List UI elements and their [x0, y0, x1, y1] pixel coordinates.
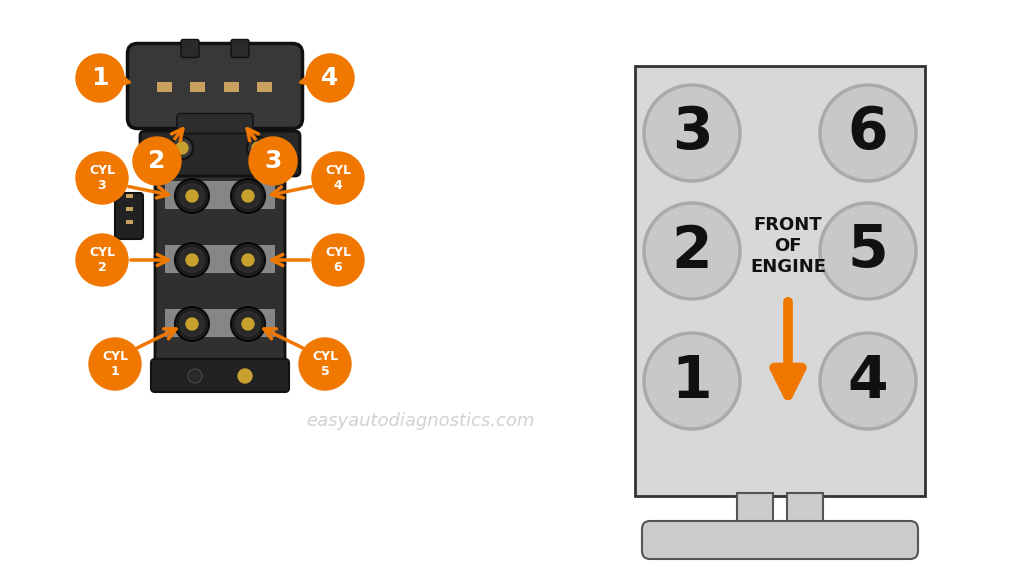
Text: FRONT
OF
ENGINE: FRONT OF ENGINE [750, 215, 826, 276]
Circle shape [242, 318, 254, 330]
Text: easyautodiagnostics.com: easyautodiagnostics.com [306, 412, 535, 430]
Text: CYL
6: CYL 6 [325, 247, 351, 274]
Circle shape [176, 142, 188, 154]
Bar [252, 138, 280, 156]
Circle shape [133, 137, 181, 185]
FancyBboxPatch shape [231, 40, 249, 58]
Circle shape [306, 54, 354, 102]
FancyBboxPatch shape [155, 161, 285, 371]
Bar [157, 82, 172, 92]
FancyBboxPatch shape [642, 521, 918, 559]
Circle shape [299, 338, 351, 390]
Circle shape [175, 179, 209, 213]
Circle shape [186, 190, 198, 202]
FancyBboxPatch shape [140, 131, 300, 176]
Text: 5: 5 [848, 222, 889, 279]
Circle shape [186, 318, 198, 330]
Circle shape [186, 254, 198, 266]
FancyBboxPatch shape [151, 359, 289, 392]
Circle shape [238, 369, 252, 383]
Bar [190, 82, 205, 92]
Circle shape [644, 333, 740, 429]
Circle shape [236, 312, 260, 336]
Text: CYL
5: CYL 5 [312, 350, 338, 378]
Text: CYL
1: CYL 1 [102, 350, 128, 378]
FancyBboxPatch shape [177, 113, 253, 134]
Text: 6: 6 [848, 104, 888, 161]
FancyBboxPatch shape [181, 40, 199, 58]
Text: CYL
4: CYL 4 [325, 164, 351, 192]
Bar [165, 245, 275, 273]
Text: 4: 4 [322, 66, 339, 90]
Circle shape [175, 243, 209, 277]
Bar [737, 493, 773, 531]
Circle shape [76, 234, 128, 286]
Bar [257, 82, 272, 92]
Circle shape [236, 248, 260, 272]
Circle shape [89, 338, 141, 390]
Bar [635, 66, 925, 496]
Text: 3: 3 [672, 104, 713, 161]
FancyBboxPatch shape [115, 193, 143, 239]
Circle shape [76, 152, 128, 204]
Circle shape [242, 190, 254, 202]
Bar [165, 181, 275, 209]
Text: 3: 3 [264, 149, 282, 173]
Circle shape [180, 248, 204, 272]
Bar [165, 309, 275, 337]
Circle shape [180, 184, 204, 208]
Circle shape [231, 179, 265, 213]
Text: 1: 1 [672, 353, 713, 410]
Circle shape [171, 137, 193, 159]
Circle shape [644, 203, 740, 299]
Circle shape [820, 85, 916, 181]
Bar [787, 493, 823, 531]
Text: 2: 2 [672, 222, 713, 279]
Bar [126, 207, 133, 211]
Circle shape [312, 234, 364, 286]
Circle shape [231, 243, 265, 277]
Circle shape [820, 203, 916, 299]
Bar [126, 194, 133, 198]
Text: CYL
3: CYL 3 [89, 164, 115, 192]
Circle shape [76, 54, 124, 102]
Circle shape [236, 184, 260, 208]
Bar [224, 82, 239, 92]
Circle shape [252, 142, 264, 154]
Circle shape [231, 307, 265, 341]
Circle shape [247, 137, 269, 159]
Circle shape [188, 369, 202, 383]
Circle shape [312, 152, 364, 204]
Circle shape [180, 312, 204, 336]
Circle shape [644, 85, 740, 181]
FancyBboxPatch shape [128, 44, 302, 128]
Circle shape [820, 333, 916, 429]
Text: 2: 2 [148, 149, 166, 173]
Bar [126, 220, 133, 224]
Circle shape [249, 137, 297, 185]
Circle shape [242, 254, 254, 266]
Circle shape [175, 307, 209, 341]
Text: CYL
2: CYL 2 [89, 247, 115, 274]
Text: 4: 4 [848, 353, 888, 410]
Text: 1: 1 [91, 66, 109, 90]
